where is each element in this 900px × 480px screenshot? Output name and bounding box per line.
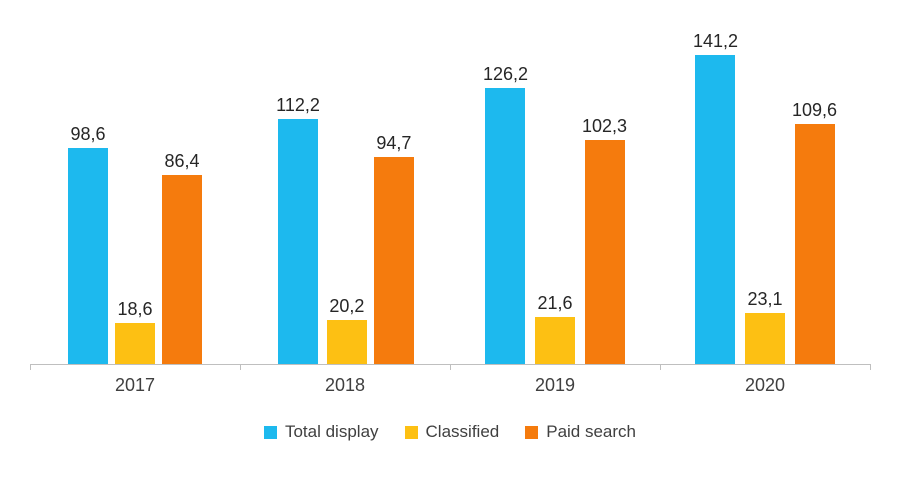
plot-area: 98,6 18,6 86,4 112,2 20,2 94,7 126,2 21,6 102,3 1… [30, 14, 871, 370]
legend-label: Classified [425, 422, 500, 441]
bar-wrap: 20,2 [326, 296, 367, 364]
bar-total-display-2019 [485, 88, 526, 364]
bar-wrap: 141,2 [693, 31, 738, 364]
bar-group-2019: 126,2 21,6 102,3 [450, 14, 660, 364]
bar-group-2017: 98,6 18,6 86,4 [30, 14, 240, 364]
bar-wrap: 86,4 [162, 151, 202, 364]
x-axis-label-2017: 2017 [114, 375, 156, 395]
bar-classified-2019 [535, 317, 575, 364]
legend: Total display Classified Paid search [30, 422, 870, 442]
legend-item-paid-search: Paid search [525, 422, 636, 442]
bar-value-label: 126,2 [482, 64, 528, 84]
bar-classified-2020 [745, 313, 785, 364]
bar-group-2020: 141,2 23,1 109,6 [660, 14, 870, 364]
x-axis-label-2018: 2018 [324, 375, 366, 395]
axis-tick [240, 364, 241, 370]
x-axis-label-2020: 2020 [744, 375, 786, 395]
x-axis: 2017 2018 2019 2020 [30, 365, 870, 396]
bar-total-display-2020 [695, 55, 736, 364]
bar-wrap: 126,2 [483, 64, 528, 364]
axis-tick [30, 364, 31, 370]
legend-item-total-display: Total display [263, 422, 379, 442]
legend-label: Paid search [546, 422, 637, 441]
axis-tick [660, 364, 661, 370]
bar-wrap: 102,3 [582, 116, 627, 364]
x-axis-label-2019: 2019 [534, 375, 576, 395]
legend-item-classified: Classified [404, 422, 500, 442]
bar-paid-search-2020 [794, 124, 835, 364]
bar-wrap: 18,6 [115, 299, 155, 364]
legend-swatch-paid-search [525, 425, 539, 439]
bar-paid-search-2018 [373, 157, 414, 364]
bar-value-label: 23,1 [747, 289, 783, 309]
bar-value-label: 98,6 [70, 124, 106, 144]
legend-swatch-classified [404, 425, 418, 439]
bar-value-label: 21,6 [537, 293, 573, 313]
bar-value-label: 20,2 [329, 296, 365, 316]
bar-value-label: 109,6 [792, 100, 838, 120]
bar-paid-search-2019 [584, 140, 625, 364]
axis-tick [450, 364, 451, 370]
bar-total-display-2017 [68, 148, 108, 364]
bar-value-label: 112,2 [276, 95, 320, 115]
bar-paid-search-2017 [162, 175, 202, 364]
bar-value-label: 141,2 [692, 31, 738, 51]
bar-wrap: 98,6 [68, 124, 108, 364]
bar-value-label: 86,4 [164, 151, 200, 171]
bar-value-label: 102,3 [582, 116, 628, 136]
bar-total-display-2018 [278, 119, 318, 364]
bar-value-label: 94,7 [376, 133, 412, 153]
bar-wrap: 109,6 [792, 100, 837, 364]
bar-classified-2017 [115, 323, 155, 364]
legend-label: Total display [284, 422, 379, 441]
bar-wrap: 94,7 [373, 133, 414, 364]
bar-wrap: 21,6 [535, 293, 575, 364]
bar-wrap: 23,1 [745, 289, 785, 364]
axis-tick [870, 364, 871, 370]
bar-classified-2018 [326, 320, 367, 364]
bar-wrap: 112,2 [276, 95, 320, 364]
bar-group-2018: 112,2 20,2 94,7 [240, 14, 450, 364]
legend-swatch-total-display [263, 425, 277, 439]
bar-value-label: 18,6 [117, 299, 153, 319]
